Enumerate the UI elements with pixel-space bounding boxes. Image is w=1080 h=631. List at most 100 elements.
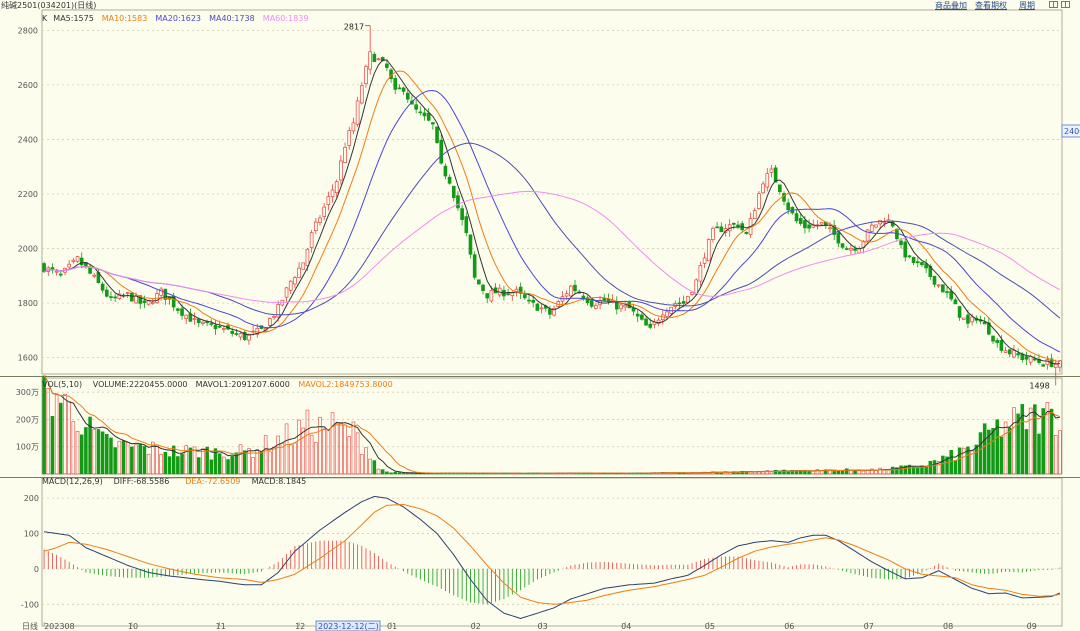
- candle-body: [982, 321, 987, 325]
- candle-body: [702, 257, 707, 264]
- candle-body: [665, 311, 669, 317]
- candle-body: [794, 213, 799, 222]
- volume-bar: [380, 469, 385, 475]
- candle-body: [765, 173, 770, 188]
- candle-body: [924, 263, 928, 269]
- candle-body: [343, 146, 347, 163]
- overlay-product-button[interactable]: 商品叠加: [935, 1, 967, 10]
- candle-body: [840, 243, 845, 248]
- candle-body: [288, 280, 293, 291]
- candle-body: [936, 284, 941, 287]
- price-tick-label: 1800: [18, 299, 38, 308]
- volume-bar: [1037, 433, 1041, 475]
- candle-body: [222, 328, 226, 330]
- volume-bar: [268, 451, 272, 475]
- time-tick-label: 10: [128, 622, 138, 631]
- candle-body: [130, 292, 134, 302]
- candle-body: [309, 232, 314, 248]
- layout-icon[interactable]: [1049, 1, 1058, 8]
- volume-bar: [351, 421, 356, 475]
- candle-body: [640, 314, 644, 320]
- volume-bar: [924, 466, 928, 475]
- candle-body: [213, 324, 218, 330]
- volume-bar: [732, 471, 736, 475]
- volume-bar: [176, 456, 180, 475]
- candle-body: [334, 181, 339, 194]
- volume-bar: [861, 470, 866, 475]
- candle-body: [706, 239, 711, 262]
- candle-body: [385, 63, 389, 68]
- price-tick-label: 1600: [18, 354, 38, 363]
- volume-bar: [138, 443, 143, 475]
- volume-bar: [88, 416, 92, 475]
- volume-bar: [928, 460, 933, 475]
- window-icon[interactable]: [1061, 1, 1070, 8]
- candle-body: [957, 306, 962, 318]
- volume-bar: [339, 422, 343, 475]
- candle-body: [966, 314, 970, 324]
- volume-bar: [1012, 407, 1016, 475]
- volume-bar: [201, 448, 205, 475]
- volume-bar: [1007, 427, 1012, 475]
- volume-bar: [807, 471, 811, 475]
- volume-bar: [890, 466, 895, 475]
- volume-bar: [151, 441, 155, 475]
- period-button[interactable]: 周期: [1019, 1, 1035, 10]
- legend-macd: MACD(12,26,9): [42, 477, 103, 486]
- volume-bar: [192, 446, 197, 475]
- candle-body: [472, 254, 477, 278]
- volume-bar: [957, 447, 962, 475]
- candle-body: [339, 160, 343, 181]
- candle-body: [656, 319, 661, 325]
- time-tick-label: 06: [784, 622, 794, 631]
- candle-body: [677, 302, 682, 305]
- candle-body: [857, 248, 862, 254]
- candle-body: [489, 290, 494, 302]
- candle-body: [138, 295, 143, 304]
- candle-body: [134, 295, 138, 304]
- volume-bar: [276, 435, 280, 475]
- volume-bar: [355, 432, 360, 475]
- candle-body: [42, 263, 46, 273]
- volume-bar: [347, 436, 352, 475]
- volume-bar: [171, 445, 176, 475]
- candle-body: [920, 261, 924, 266]
- volume-bar: [936, 461, 941, 475]
- candle-body: [903, 241, 908, 258]
- volume-bar: [372, 460, 377, 475]
- volume-bar: [1045, 402, 1050, 475]
- candle-body: [201, 321, 205, 324]
- volume-bar: [54, 394, 59, 475]
- volume-bar: [1049, 408, 1054, 475]
- candle-body: [1033, 358, 1037, 361]
- view-options-button[interactable]: 查看期权: [975, 1, 1007, 10]
- price-tick-label: 2000: [18, 245, 38, 254]
- volume-bar: [259, 451, 264, 475]
- candle-body: [113, 296, 117, 299]
- candle-body: [1053, 363, 1058, 368]
- candle-body: [439, 139, 444, 164]
- volume-bar: [163, 451, 168, 475]
- candle-body: [322, 206, 326, 217]
- candle-body: [58, 273, 63, 276]
- candle-body: [481, 284, 485, 291]
- candle-body: [711, 227, 715, 240]
- ma20-line: [43, 89, 1061, 353]
- volume-bar: [205, 446, 209, 475]
- volume-bar: [75, 431, 80, 475]
- time-tick-label: 11: [216, 622, 226, 631]
- volume-bar: [895, 467, 899, 475]
- candle-body: [238, 333, 243, 338]
- candle-body: [853, 248, 857, 251]
- candle-body: [1041, 364, 1046, 367]
- candle-body: [234, 333, 239, 335]
- volume-bar: [330, 412, 335, 475]
- ma10-line: [43, 70, 1060, 362]
- volume-bar: [1003, 421, 1008, 475]
- cursor-date-label: 2023-12-12(二): [318, 622, 379, 631]
- candle-body: [844, 248, 849, 250]
- volume-bar: [305, 409, 310, 475]
- volume-bar: [284, 423, 289, 475]
